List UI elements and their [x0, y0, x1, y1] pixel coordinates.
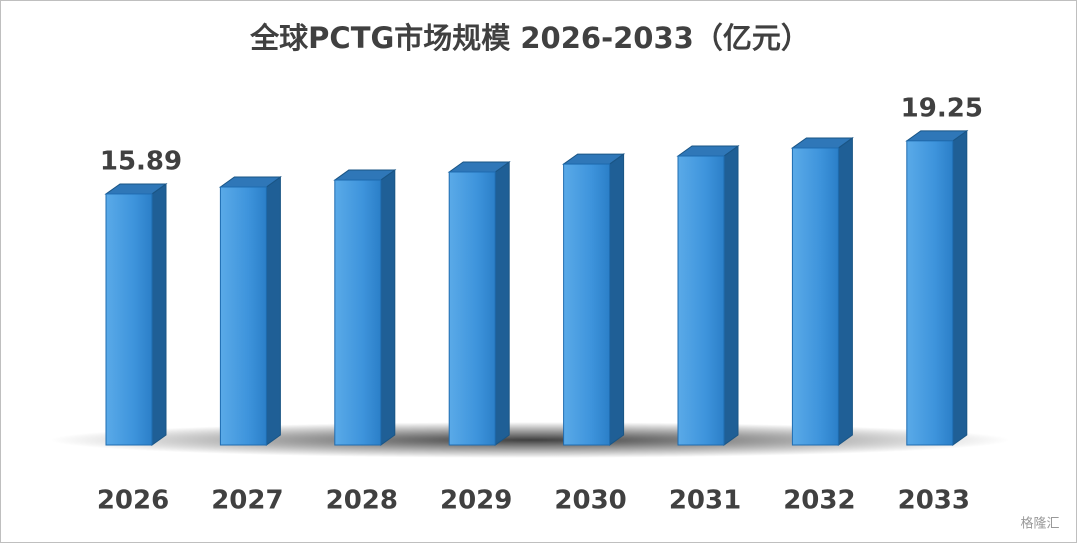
bar-front [563, 163, 611, 446]
bar-front [334, 179, 382, 446]
watermark: 格隆汇 [1020, 516, 1059, 532]
bar [676, 145, 740, 446]
bar-front [448, 171, 496, 446]
bar [562, 153, 626, 446]
bar-side [265, 176, 281, 446]
bar-side [723, 145, 739, 446]
x-tick-label: 2031 [669, 486, 741, 516]
bar-side [609, 153, 625, 446]
bar-front [105, 193, 153, 446]
x-tick-label: 2026 [97, 486, 169, 516]
data-label: 15.89 [100, 146, 182, 176]
bar [218, 176, 282, 446]
bar [790, 136, 854, 446]
bar-front [219, 186, 267, 446]
x-tick-label: 2028 [326, 486, 398, 516]
bar [905, 129, 969, 446]
bar-front [906, 140, 954, 446]
x-tick-label: 2032 [783, 486, 855, 516]
bar-side [952, 129, 968, 446]
bar [104, 182, 168, 446]
x-tick-label: 2030 [554, 486, 626, 516]
x-tick-label: 2033 [898, 486, 970, 516]
bar-side [151, 182, 167, 446]
bar-front [791, 147, 839, 446]
bar-side [837, 136, 853, 446]
bar [447, 161, 511, 446]
chart-title: 全球PCTG市场规模 2026-2033（亿元） [249, 21, 810, 55]
bar-side [494, 161, 510, 446]
bar-side [380, 169, 396, 446]
bar-front [677, 155, 725, 446]
bar [333, 169, 397, 446]
data-label: 19.25 [901, 93, 983, 123]
x-tick-label: 2029 [440, 486, 512, 516]
x-tick-label: 2027 [211, 486, 283, 516]
floor-shadow [50, 422, 1010, 458]
